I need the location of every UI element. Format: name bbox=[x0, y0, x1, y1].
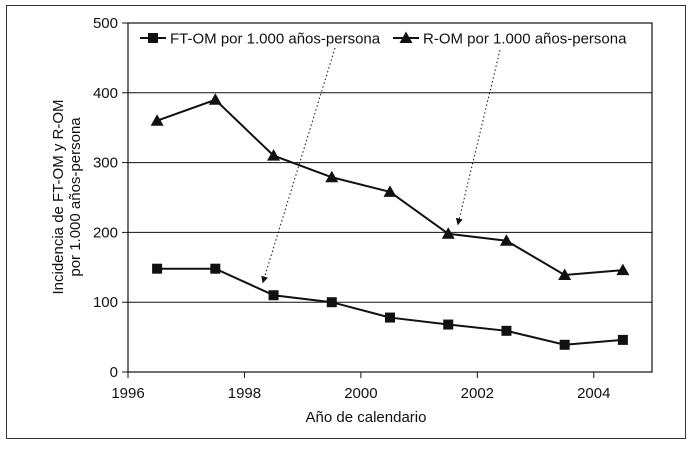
gridlines bbox=[128, 92, 652, 303]
data-point-square-2003.5 bbox=[559, 339, 570, 350]
legend-label-square: FT-OM por 1.000 años-persona bbox=[170, 31, 381, 48]
data-point-triangle-2004.5 bbox=[616, 263, 630, 276]
legend-marker-square bbox=[148, 33, 158, 43]
legend: FT-OM por 1.000 años-persona R-OM por 1.0… bbox=[140, 31, 627, 48]
data-point-triangle-2000.5 bbox=[383, 185, 397, 197]
data-point-triangle-1997.5 bbox=[208, 93, 222, 105]
data-point-triangle-2001.5 bbox=[441, 227, 455, 239]
x-axis-label: Año de calendario bbox=[306, 409, 427, 426]
legend-item-triangle: R-OM por 1.000 años-persona bbox=[393, 31, 627, 48]
series-group bbox=[150, 93, 630, 350]
legend-item-square: FT-OM por 1.000 años-persona bbox=[140, 31, 381, 48]
arrow-r-om bbox=[455, 49, 501, 226]
x-axis: 1996 1998 2000 2002 2004 bbox=[111, 372, 610, 402]
x-tick-label-2004: 2004 bbox=[577, 385, 610, 402]
data-point-square-2004.5 bbox=[617, 334, 628, 345]
data-point-triangle-1999.5 bbox=[325, 170, 339, 183]
series-triangle bbox=[150, 93, 630, 280]
y-tick-label-400: 400 bbox=[93, 85, 118, 102]
data-point-square-1997.5 bbox=[210, 263, 221, 274]
y-axis: 0 100 200 300 400 500 bbox=[93, 15, 128, 381]
x-tick-label-2000: 2000 bbox=[344, 385, 377, 402]
x-tick-label-2002: 2002 bbox=[461, 385, 494, 402]
data-point-square-2001.5 bbox=[443, 319, 454, 330]
plot-area bbox=[127, 22, 653, 373]
data-point-square-1996.5 bbox=[152, 263, 163, 274]
y-tick-label-500: 500 bbox=[93, 15, 118, 32]
annotation-arrows bbox=[261, 47, 501, 284]
y-tick-label-100: 100 bbox=[93, 294, 118, 311]
data-point-triangle-2003.5 bbox=[558, 268, 572, 280]
data-point-square-1998.5 bbox=[268, 290, 279, 301]
data-point-triangle-1998.5 bbox=[267, 149, 281, 161]
series-square bbox=[152, 263, 628, 350]
x-tick-label-1996: 1996 bbox=[111, 385, 144, 402]
data-point-square-2002.5 bbox=[501, 325, 512, 336]
y-tick-label-200: 200 bbox=[93, 224, 118, 241]
y-tick-label-300: 300 bbox=[93, 155, 118, 172]
x-tick-label-1998: 1998 bbox=[228, 385, 261, 402]
series-line-square bbox=[157, 267, 623, 346]
data-point-square-2000.5 bbox=[385, 312, 395, 323]
y-tick-label-0: 0 bbox=[110, 364, 118, 381]
chart-frame bbox=[6, 5, 686, 439]
legend-label-triangle: R-OM por 1.000 años-persona bbox=[423, 31, 627, 48]
data-point-square-1999.5 bbox=[326, 297, 337, 308]
legend-marker-triangle bbox=[399, 31, 413, 43]
data-point-triangle-2002.5 bbox=[499, 234, 513, 246]
y-axis-label-line-1: Incidencia de FT-OM y R-OM bbox=[50, 99, 67, 294]
data-point-triangle-1996.5 bbox=[150, 114, 164, 126]
arrow-ft-om bbox=[261, 47, 336, 284]
y-axis-label-line-2: por 1.000 años-persona bbox=[67, 117, 84, 277]
